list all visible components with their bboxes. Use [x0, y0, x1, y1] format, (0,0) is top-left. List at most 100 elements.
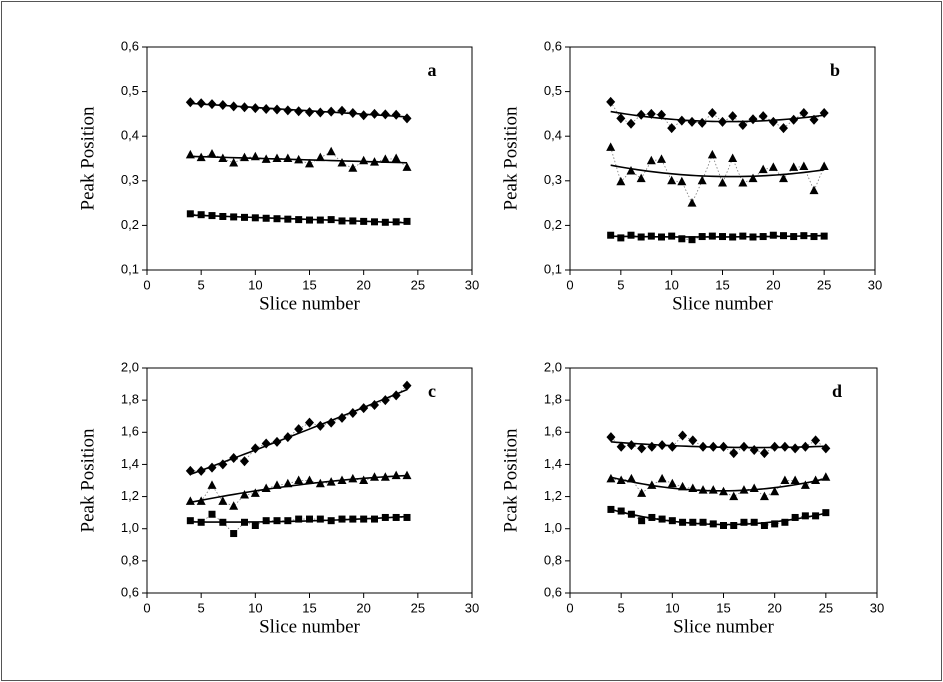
square-marker — [607, 505, 615, 513]
square-marker — [801, 512, 809, 520]
x-tick-label: 25 — [411, 600, 425, 615]
triangle-marker — [667, 175, 677, 185]
y-tick-label: 1,8 — [121, 392, 139, 407]
x-axis-title: Slice number — [673, 616, 774, 637]
triangle-marker — [305, 158, 314, 168]
diamond-marker — [337, 105, 347, 116]
triangle-marker — [719, 486, 728, 496]
diamond-marker — [218, 459, 228, 470]
panel-label: d — [832, 381, 842, 401]
y-tick-label: 1,8 — [544, 392, 562, 407]
square-marker — [327, 517, 335, 525]
square-marker — [698, 233, 706, 241]
triangle-marker — [707, 149, 717, 159]
x-tick-label: 20 — [356, 277, 370, 292]
triangle-marker — [616, 475, 626, 484]
triangle-marker — [380, 154, 390, 163]
square-marker — [760, 522, 768, 529]
square-marker — [689, 518, 697, 526]
y-tick-label: 2,0 — [544, 359, 562, 374]
triangle-marker — [626, 473, 636, 483]
square-marker — [791, 513, 799, 521]
diamond-marker — [229, 453, 239, 463]
diamond-marker — [811, 435, 821, 446]
diamond-marker — [250, 103, 260, 114]
panel-label: a — [428, 60, 437, 80]
fit-curve — [610, 164, 825, 178]
diamond-marker — [272, 436, 282, 447]
triangle-marker — [687, 198, 697, 207]
diamond-marker — [667, 123, 677, 134]
diamond-marker — [688, 435, 698, 446]
square-marker — [349, 217, 357, 225]
diamond-marker — [337, 412, 347, 423]
square-marker — [658, 515, 666, 523]
diamond-marker — [402, 113, 412, 124]
y-tick-label: 1,4 — [544, 456, 562, 471]
triangle-marker — [729, 491, 739, 501]
triangle-marker — [698, 485, 708, 494]
y-tick-label: 0,6 — [121, 38, 139, 53]
diamond-marker — [728, 111, 738, 122]
triangle-marker — [315, 152, 325, 162]
square-marker — [208, 510, 216, 518]
triangle-marker — [789, 162, 799, 171]
x-tick-label: 15 — [716, 600, 730, 615]
triangle-marker — [207, 149, 217, 158]
y-tick-label: 0,8 — [121, 552, 139, 567]
triangle-marker — [768, 162, 778, 171]
y-tick-label: 0,5 — [121, 83, 139, 98]
triangle-marker — [606, 142, 616, 151]
diamond-marker — [380, 395, 390, 406]
y-tick-label: 0,3 — [544, 172, 562, 187]
triangle-marker — [250, 488, 260, 497]
diamond-marker — [789, 114, 799, 125]
y-tick-label: 1,2 — [121, 488, 139, 503]
diamond-marker — [748, 114, 758, 125]
x-tick-label: 25 — [411, 277, 425, 292]
diamond-marker — [800, 441, 810, 452]
diamond-marker — [218, 99, 228, 110]
y-tick-label: 1,0 — [544, 520, 562, 535]
diamond-marker — [697, 117, 707, 128]
square-marker — [219, 518, 227, 526]
triangle-marker — [207, 480, 217, 489]
fit-curve — [610, 110, 825, 123]
diamond-marker — [315, 107, 325, 118]
square-marker — [316, 515, 324, 523]
triangle-marker — [616, 176, 626, 186]
square-marker — [720, 522, 727, 529]
y-tick-label: 1,6 — [121, 424, 139, 439]
diamond-marker — [616, 113, 626, 124]
triangle-marker — [637, 488, 647, 497]
connecting-line — [190, 385, 408, 472]
y-tick-label: 0,8 — [544, 552, 562, 567]
triangle-marker — [677, 176, 687, 186]
x-tick-label: 0 — [143, 277, 150, 292]
triangle-marker — [380, 472, 390, 481]
square-marker — [230, 213, 238, 221]
triangle-marker — [218, 496, 228, 505]
square-marker — [241, 518, 248, 526]
diamond-marker — [207, 462, 217, 473]
diamond-marker — [718, 116, 727, 127]
y-axis-title: Peak Position — [500, 106, 521, 210]
diamond-marker — [657, 440, 667, 451]
square-marker — [371, 515, 378, 523]
square-marker — [360, 515, 368, 523]
diamond-marker — [678, 430, 688, 441]
triangle-marker — [708, 485, 718, 494]
square-marker — [284, 517, 292, 525]
diamond-marker — [708, 441, 718, 452]
square-marker — [230, 530, 238, 538]
diamond-marker — [677, 115, 687, 126]
square-marker — [820, 232, 828, 240]
diamond-marker — [261, 103, 271, 114]
diamond-marker — [646, 108, 656, 119]
square-marker — [327, 216, 335, 224]
square-marker — [781, 518, 789, 526]
x-tick-label: 0 — [143, 600, 150, 615]
diamond-marker — [657, 109, 666, 120]
y-tick-label: 0,2 — [544, 217, 562, 232]
square-marker — [295, 216, 303, 224]
